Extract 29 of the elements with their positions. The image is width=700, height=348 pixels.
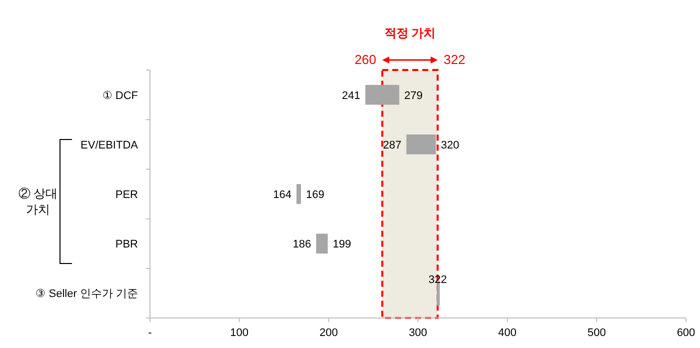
bar <box>316 234 328 254</box>
y-tick-label: ③ Seller 인수가 기준 <box>36 288 138 300</box>
annotation: 287 <box>383 139 402 152</box>
annotation: 169 <box>306 189 324 201</box>
x-tick-label: 300 <box>408 327 428 339</box>
band-label: 적정 가치 <box>384 26 436 40</box>
x-tick-label: 200 <box>319 327 338 339</box>
annotation: 164 <box>273 189 292 201</box>
x-tick-label: 400 <box>498 327 517 339</box>
x-tick-label: 500 <box>587 327 606 339</box>
annotation: 241 <box>342 90 360 102</box>
y-tick-label: PER <box>115 189 138 201</box>
bar <box>296 184 301 204</box>
annotation: 320 <box>440 139 460 152</box>
x-tick-label: - <box>148 327 152 339</box>
bar <box>406 134 436 154</box>
text: ② 상대 가치 <box>18 186 58 216</box>
text: 322 <box>444 52 466 67</box>
bar <box>365 84 400 105</box>
y-tick-label: ① DCF <box>102 90 138 102</box>
annotation: 322 <box>428 274 447 286</box>
text: 260 <box>354 52 376 67</box>
annotation: 186 <box>292 238 312 251</box>
x-tick-label: 100 <box>230 327 249 339</box>
y-tick-label: EV/EBITDA <box>80 139 139 152</box>
x-tick-label: 600 <box>676 327 696 339</box>
annotation: 199 <box>332 238 352 251</box>
y-tick-label: PBR <box>115 238 138 251</box>
annotation: 279 <box>404 90 423 102</box>
